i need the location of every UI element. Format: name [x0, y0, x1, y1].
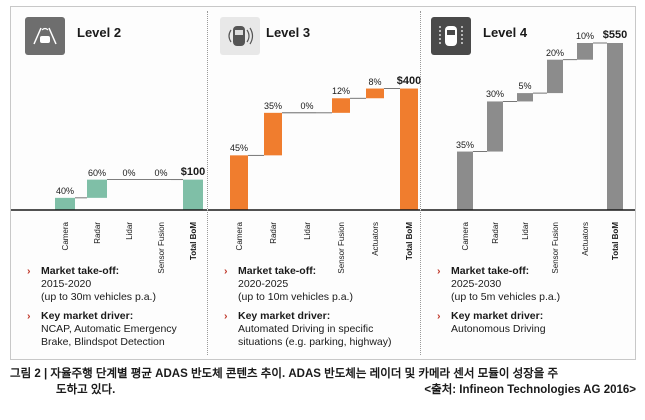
- waterfall-chart: [421, 42, 635, 211]
- category-label: Actuators: [581, 222, 590, 256]
- market-takeoff: › Market take-off: 2025-2030 (up to 5m vehi…: [437, 265, 561, 304]
- bar-radar: [87, 179, 107, 198]
- share-value-label: 5%: [518, 81, 532, 92]
- takeoff-heading: Market take-off:: [238, 265, 317, 277]
- driver-heading: Key market driver:: [451, 310, 544, 322]
- takeoff-line: (up to 5m vehicles p.a.): [451, 291, 561, 303]
- bullet-chevron-icon: ›: [224, 265, 228, 277]
- share-value-label: 12%: [331, 86, 350, 97]
- key-market-driver: › Key market driver: NCAP, Automatic Emerg…: [27, 310, 177, 349]
- total-value-label: $550: [602, 29, 628, 41]
- driver-line: Autonomous Driving: [451, 323, 546, 335]
- caption-source: <출처: Infineon Technologies AG 2016>: [424, 384, 636, 396]
- bullet-chevron-icon: ›: [437, 265, 441, 277]
- panel-divider: [420, 11, 421, 355]
- bar-lidar: [517, 93, 533, 102]
- share-value-label: 35%: [455, 139, 474, 150]
- driver-heading: Key market driver:: [41, 310, 134, 322]
- takeoff-heading: Market take-off:: [451, 265, 530, 277]
- category-label: Total BoM: [189, 222, 198, 261]
- driver-line: Brake, Blindspot Detection: [41, 336, 165, 348]
- category-label: Sensor Fusion: [157, 222, 166, 274]
- driver-heading: Key market driver:: [238, 310, 331, 322]
- bar-sensor-fusion: [332, 98, 350, 113]
- bar-total-bom: [183, 179, 203, 210]
- panel-level-3: Level 3 45% Camera 35% Radar 0% Lidar 12% Sensor…: [208, 7, 421, 359]
- car-radar-icon: [220, 17, 260, 55]
- bullet-chevron-icon: ›: [27, 265, 31, 277]
- car-lane-sensor-icon: [25, 17, 65, 55]
- bar-camera: [230, 155, 248, 210]
- share-value-label: 0%: [300, 100, 314, 111]
- driver-line: Automated Driving in specific: [238, 323, 374, 335]
- share-value-label: 40%: [55, 185, 74, 196]
- share-value-label: 0%: [154, 167, 168, 178]
- level-title: Level 3: [266, 25, 311, 40]
- total-value-label: $100: [180, 165, 206, 178]
- takeoff-line: 2015-2020: [41, 278, 92, 290]
- takeoff-line: 2025-2030: [451, 278, 502, 290]
- share-value-label: 35%: [263, 100, 282, 111]
- market-takeoff: › Market take-off: 2015-2020 (up to 30m veh…: [27, 265, 156, 304]
- bar-radar: [487, 101, 503, 152]
- waterfall-chart: [208, 88, 420, 211]
- panel-divider: [207, 11, 208, 355]
- share-value-label: 0%: [122, 167, 136, 178]
- driver-line: situations (e.g. parking, highway): [238, 336, 392, 348]
- figure-caption: 그림 2 | 자율주행 단계별 평균 ADAS 반도체 콘텐츠 추이. ADAS…: [10, 366, 636, 398]
- bullet-chevron-icon: ›: [27, 310, 31, 322]
- key-market-driver: › Key market driver: Automated Driving in …: [224, 310, 392, 349]
- share-value-label: 10%: [575, 31, 594, 41]
- takeoff-line: (up to 30m vehicles p.a.): [41, 291, 156, 303]
- panel-level-4: Level 4 35% Camera 30% Radar 5% Lidar 20% Sensor…: [421, 7, 635, 359]
- category-label: Actuators: [371, 222, 380, 256]
- takeoff-line: (up to 10m vehicles p.a.): [238, 291, 353, 303]
- bar-camera: [457, 151, 473, 210]
- bar-total-bom: [607, 43, 623, 210]
- bar-radar: [264, 112, 282, 156]
- driver-line: NCAP, Automatic Emergency: [41, 323, 177, 335]
- waterfall-chart: [11, 179, 207, 211]
- market-takeoff: › Market take-off: 2020-2025 (up to 10m veh…: [224, 265, 353, 304]
- share-value-label: 30%: [485, 89, 504, 100]
- takeoff-line: 2020-2025: [238, 278, 289, 290]
- share-value-label: 8%: [368, 76, 382, 87]
- key-market-driver: › Key market driver: Autonomous Driving: [437, 310, 546, 336]
- level-title: Level 4: [483, 25, 528, 40]
- takeoff-heading: Market take-off:: [41, 265, 120, 277]
- share-value-label: 45%: [229, 143, 248, 154]
- bullet-chevron-icon: ›: [437, 310, 441, 322]
- figure-frame: Level 2 40% Camera 60% Radar 0% Lidar 0% Sensor …: [10, 6, 636, 360]
- bar-total-bom: [400, 88, 418, 210]
- category-label: Total BoM: [611, 222, 620, 261]
- bar-sensor-fusion: [547, 59, 563, 94]
- bullet-chevron-icon: ›: [224, 310, 228, 322]
- total-value-label: $400: [396, 74, 422, 87]
- share-value-label: 60%: [87, 167, 106, 178]
- bar-actuators: [577, 43, 593, 60]
- car-autonomous-icon: [431, 17, 471, 55]
- category-label: Total BoM: [405, 222, 414, 261]
- bar-actuators: [366, 88, 384, 99]
- level-title: Level 2: [77, 25, 122, 40]
- bar-camera: [55, 197, 75, 210]
- caption-line-2: 도하고 있다.: [56, 384, 116, 396]
- share-value-label: 20%: [545, 47, 564, 58]
- panel-level-2: Level 2 40% Camera 60% Radar 0% Lidar 0% Sensor …: [11, 7, 207, 359]
- caption-line-1: 그림 2 | 자율주행 단계별 평균 ADAS 반도체 콘텐츠 추이. ADAS…: [10, 368, 559, 380]
